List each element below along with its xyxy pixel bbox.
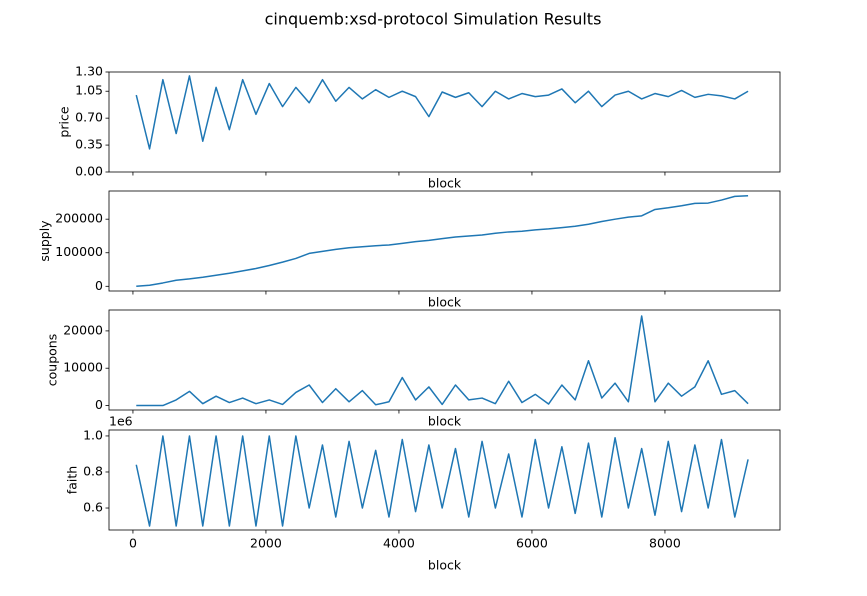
y-axis-label: faith (65, 466, 80, 494)
axes-frame (108, 190, 781, 292)
x-axis-label: block (428, 558, 462, 573)
y-tick-label: 0 (95, 278, 103, 293)
y-tick-label: 0.70 (75, 110, 103, 125)
y-tick-label: 0 (95, 397, 103, 412)
data-line (135, 435, 749, 527)
y-axis-label: supply (37, 220, 52, 262)
y-tick-label: 200000 (55, 211, 103, 226)
x-axis-label: block (428, 295, 462, 310)
x-tick-label: 2000 (250, 536, 282, 551)
figure-title: cinquemb:xsd-protocol Simulation Results (265, 10, 602, 29)
data-line (136, 315, 749, 407)
data-line (135, 75, 749, 150)
y-tick-label: 0.35 (75, 137, 103, 152)
axes-frame (108, 309, 781, 411)
x-tick-label: 0 (129, 536, 137, 551)
y-tick-label: 1.30 (75, 64, 103, 79)
y-tick-label: 10000 (63, 360, 103, 375)
y-tick-label: 0.6 (83, 500, 103, 515)
data-line (136, 194, 749, 288)
y-tick-label: 20000 (63, 322, 103, 337)
y-tick-label: 0.8 (83, 463, 103, 478)
y-axis-label: coupons (45, 334, 60, 386)
x-tick-label: 8000 (649, 536, 681, 551)
x-axis-label: block (428, 414, 462, 429)
y-tick-label: 100000 (55, 244, 103, 259)
x-tick-label: 4000 (383, 536, 415, 551)
x-tick-label: 6000 (516, 536, 548, 551)
y-tick-label: 1.0 (83, 427, 103, 442)
y-tick-label: 0.00 (75, 164, 103, 179)
y-tick-label: 1.05 (75, 83, 103, 98)
axes-frame (108, 429, 781, 531)
x-axis-label: block (428, 176, 462, 191)
axes-frame (108, 71, 781, 173)
y-offset-label: 1e6 (109, 414, 133, 429)
y-axis-label: price (57, 106, 72, 137)
